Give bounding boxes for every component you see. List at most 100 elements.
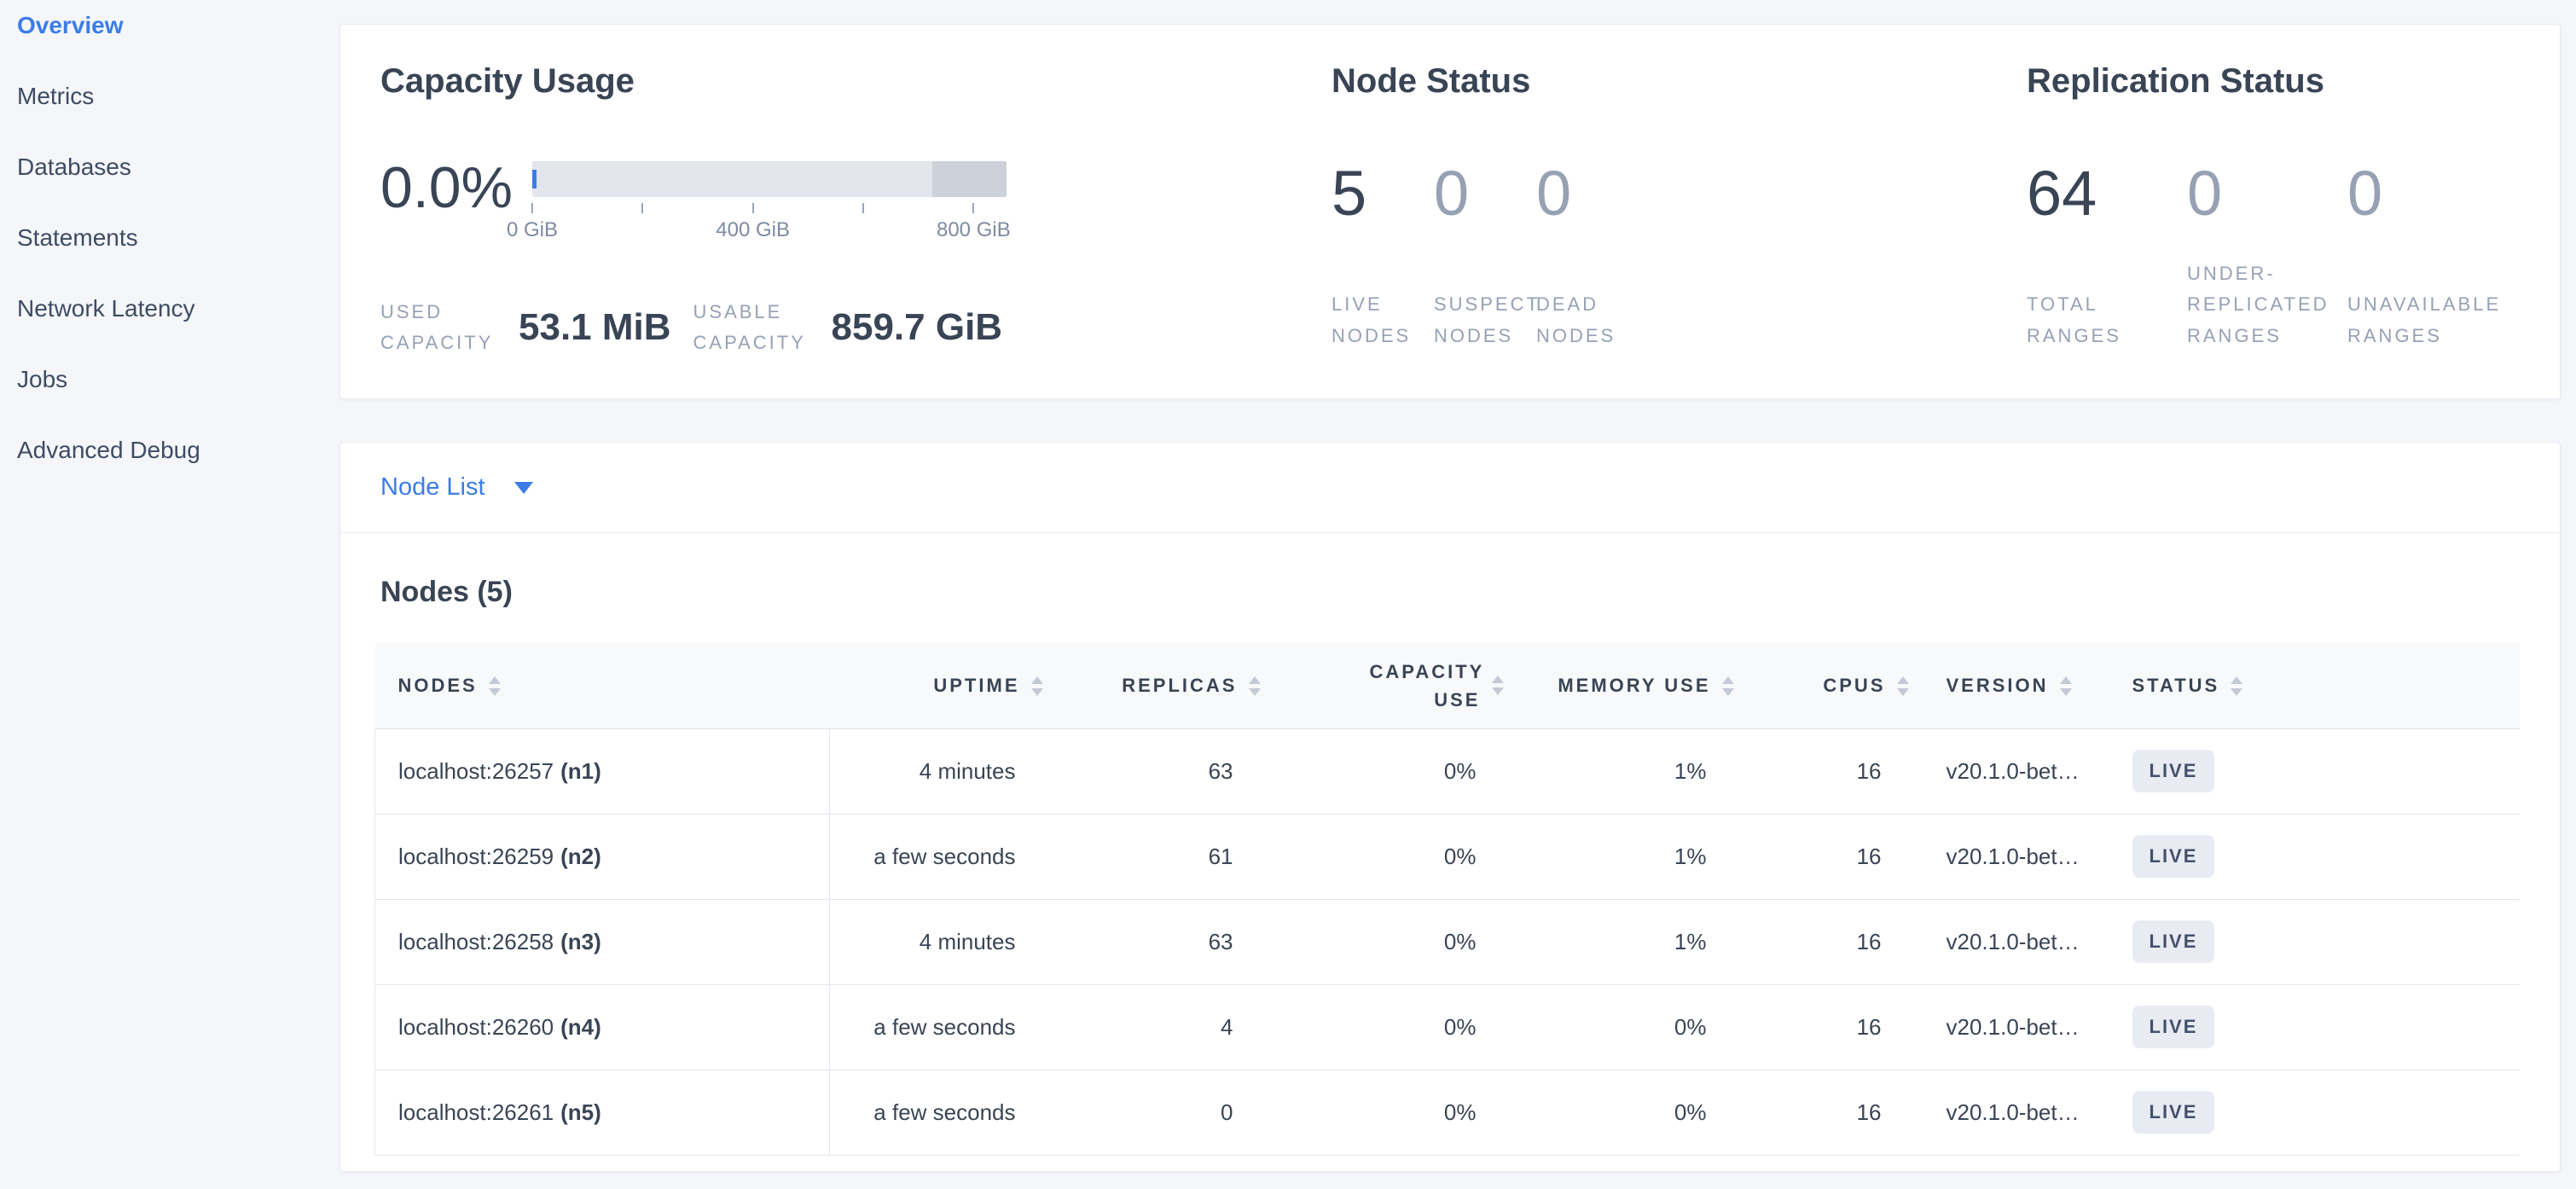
cell-nodes: localhost:26260 (n4) xyxy=(374,984,830,1070)
cell-nodes: localhost:26257 (n1) xyxy=(374,728,830,815)
stat-value: 0 xyxy=(2187,158,2223,229)
capacity-stats: USED CAPACITY 53.1 MiB USABLE CAPACITY 859.… xyxy=(380,297,1332,359)
column-header-uptime[interactable]: UPTIME xyxy=(829,643,1043,729)
column-header-memory-use[interactable]: MEMORY USE xyxy=(1503,643,1734,729)
cell-version: v20.1.0-bet… xyxy=(1908,728,2101,815)
capacity-usage-title: Capacity Usage xyxy=(380,62,635,100)
column-header-replicas[interactable]: REPLICAS xyxy=(1042,643,1261,729)
sort-icon xyxy=(1491,676,1504,696)
status-badge: LIVE xyxy=(2132,1091,2215,1134)
capacity-used-percent: 0.0% xyxy=(380,155,513,220)
stat-dead-nodes: 0 DEAD NODES xyxy=(1536,162,1639,351)
capacity-bar-chart: 0 GiB 400 GiB 800 GiB xyxy=(507,161,1011,244)
cell-status: LIVE xyxy=(2100,984,2520,1070)
column-label: REPLICAS xyxy=(1122,675,1238,697)
capacity-usage-section: Capacity Usage 0.0% 0 GiB 400 GiB 800 GiB … xyxy=(380,62,1332,374)
column-header-capacity-use[interactable]: CAPACITY USE xyxy=(1260,643,1504,729)
sort-icon xyxy=(1896,676,1909,696)
capacity-bar-track xyxy=(532,161,1007,197)
table-row[interactable]: localhost:26260 (n4) a few seconds 4 0% 0% 16 v… xyxy=(374,984,2520,1070)
axis-tick xyxy=(751,203,754,213)
stat-value: 64 xyxy=(2027,158,2097,229)
nodes-table-header: NODES UPTIME REPLICAS CAPACITY USE MEMORY US… xyxy=(374,643,2520,729)
cell-cpus: 16 xyxy=(1733,1070,1909,1156)
status-badge: LIVE xyxy=(2132,1006,2215,1048)
cell-cpus: 16 xyxy=(1733,814,1909,900)
sidebar-item-jobs[interactable]: Jobs xyxy=(17,365,68,392)
table-row[interactable]: localhost:26261 (n5) a few seconds 0 0% 0% 16 v… xyxy=(374,1070,2520,1156)
capacity-stat-value: 859.7 GiB xyxy=(831,306,1003,349)
capacity-stat-used-capacity: USED CAPACITY 53.1 MiB xyxy=(380,297,671,359)
cell-memory_use: 1% xyxy=(1503,899,1734,985)
cell-capacity_use: 0% xyxy=(1260,814,1504,900)
axis-tick xyxy=(641,203,644,213)
status-badge: LIVE xyxy=(2132,835,2215,878)
table-row[interactable]: localhost:26258 (n3) 4 minutes 63 0% 1% 16 v20.… xyxy=(374,899,2520,985)
cell-replicas: 4 xyxy=(1042,984,1261,1070)
chevron-down-icon[interactable] xyxy=(513,481,533,494)
cell-replicas: 61 xyxy=(1042,814,1261,900)
cell-status: LIVE xyxy=(2100,899,2520,985)
cell-capacity_use: 0% xyxy=(1260,728,1504,815)
sidebar-item-overview[interactable]: Overview xyxy=(17,11,124,38)
axis-tick xyxy=(531,203,533,213)
capacity-axis-labels: 0 GiB 400 GiB 800 GiB xyxy=(507,218,1011,244)
column-header-nodes[interactable]: NODES xyxy=(374,643,830,729)
column-label: CAPACITY USE xyxy=(1369,660,1485,710)
cluster-summary-card: Capacity Usage 0.0% 0 GiB 400 GiB 800 GiB … xyxy=(339,24,2561,399)
column-header-status[interactable]: STATUS xyxy=(2100,643,2520,729)
node-id: (n4) xyxy=(560,1013,601,1040)
cell-cpus: 16 xyxy=(1733,899,1909,985)
axis-tick xyxy=(972,203,975,213)
axis-tick-label: 0 GiB xyxy=(506,218,559,241)
main-content: Capacity Usage 0.0% 0 GiB 400 GiB 800 GiB … xyxy=(339,0,2576,1189)
cell-replicas: 0 xyxy=(1042,1070,1261,1156)
column-label: NODES xyxy=(397,675,478,697)
sidebar-item-databases[interactable]: Databases xyxy=(17,153,131,180)
cell-version: v20.1.0-bet… xyxy=(1908,1070,2101,1156)
column-label: UPTIME xyxy=(933,675,1020,697)
cell-uptime: 4 minutes xyxy=(829,899,1043,985)
stat-label: DEAD NODES xyxy=(1536,293,1616,346)
node-list-selector-bar: Node List xyxy=(340,443,2560,533)
node-status-stats: 5 LIVE NODES 0 SUSPECT NODES 0 DEAD NODES xyxy=(1332,162,2027,351)
column-header-version[interactable]: VERSION xyxy=(1908,643,2101,729)
stat-value: 0 xyxy=(1434,158,1470,229)
cell-capacity_use: 0% xyxy=(1260,984,1504,1070)
nodes-heading: Nodes (5) xyxy=(380,576,513,608)
cell-memory_use: 1% xyxy=(1503,814,1734,900)
stat-label: UNAVAILABLE RANGES xyxy=(2347,293,2502,346)
node-id: (n1) xyxy=(560,757,601,784)
node-address: localhost:26258 xyxy=(398,928,554,954)
sort-icon xyxy=(1248,676,1261,696)
cell-cpus: 16 xyxy=(1733,984,1909,1070)
column-header-cpus[interactable]: CPUS xyxy=(1733,643,1909,729)
stat-label: LIVE NODES xyxy=(1332,293,1412,346)
table-row[interactable]: localhost:26259 (n2) a few seconds 61 0% 1% 16… xyxy=(374,814,2520,900)
sidebar-item-metrics[interactable]: Metrics xyxy=(17,82,95,109)
stat-label: TOTAL RANGES xyxy=(2027,293,2121,346)
stat-value: 0 xyxy=(2347,158,2383,229)
cell-uptime: a few seconds xyxy=(829,814,1043,900)
node-id: (n5) xyxy=(560,1099,601,1125)
table-row[interactable]: localhost:26257 (n1) 4 minutes 63 0% 1% 16 v20.… xyxy=(374,728,2520,815)
sort-icon xyxy=(488,676,501,696)
axis-tick-label: 400 GiB xyxy=(716,218,790,241)
node-address: localhost:26261 xyxy=(398,1099,554,1125)
nodes-table-body: localhost:26257 (n1) 4 minutes 63 0% 1% 16 v20.… xyxy=(374,728,2520,1156)
column-label: CPUS xyxy=(1823,675,1886,697)
sidebar-item-statements[interactable]: Statements xyxy=(17,223,138,251)
sidebar-item-network-latency[interactable]: Network Latency xyxy=(17,294,195,322)
node-list-dropdown[interactable]: Node List xyxy=(380,473,485,501)
cell-nodes: localhost:26261 (n5) xyxy=(374,1070,830,1156)
axis-tick-label: 800 GiB xyxy=(936,218,1011,241)
cell-status: LIVE xyxy=(2100,1070,2520,1156)
capacity-bar-used-segment xyxy=(532,170,537,188)
cell-memory_use: 0% xyxy=(1503,1070,1734,1156)
cell-capacity_use: 0% xyxy=(1260,899,1504,985)
sidebar-item-advanced-debug[interactable]: Advanced Debug xyxy=(17,436,200,463)
node-list-card: Node List Nodes (5) NODES UPTIME REPLICAS C… xyxy=(339,442,2561,1172)
node-id: (n2) xyxy=(560,843,601,869)
cell-nodes: localhost:26259 (n2) xyxy=(374,814,830,900)
